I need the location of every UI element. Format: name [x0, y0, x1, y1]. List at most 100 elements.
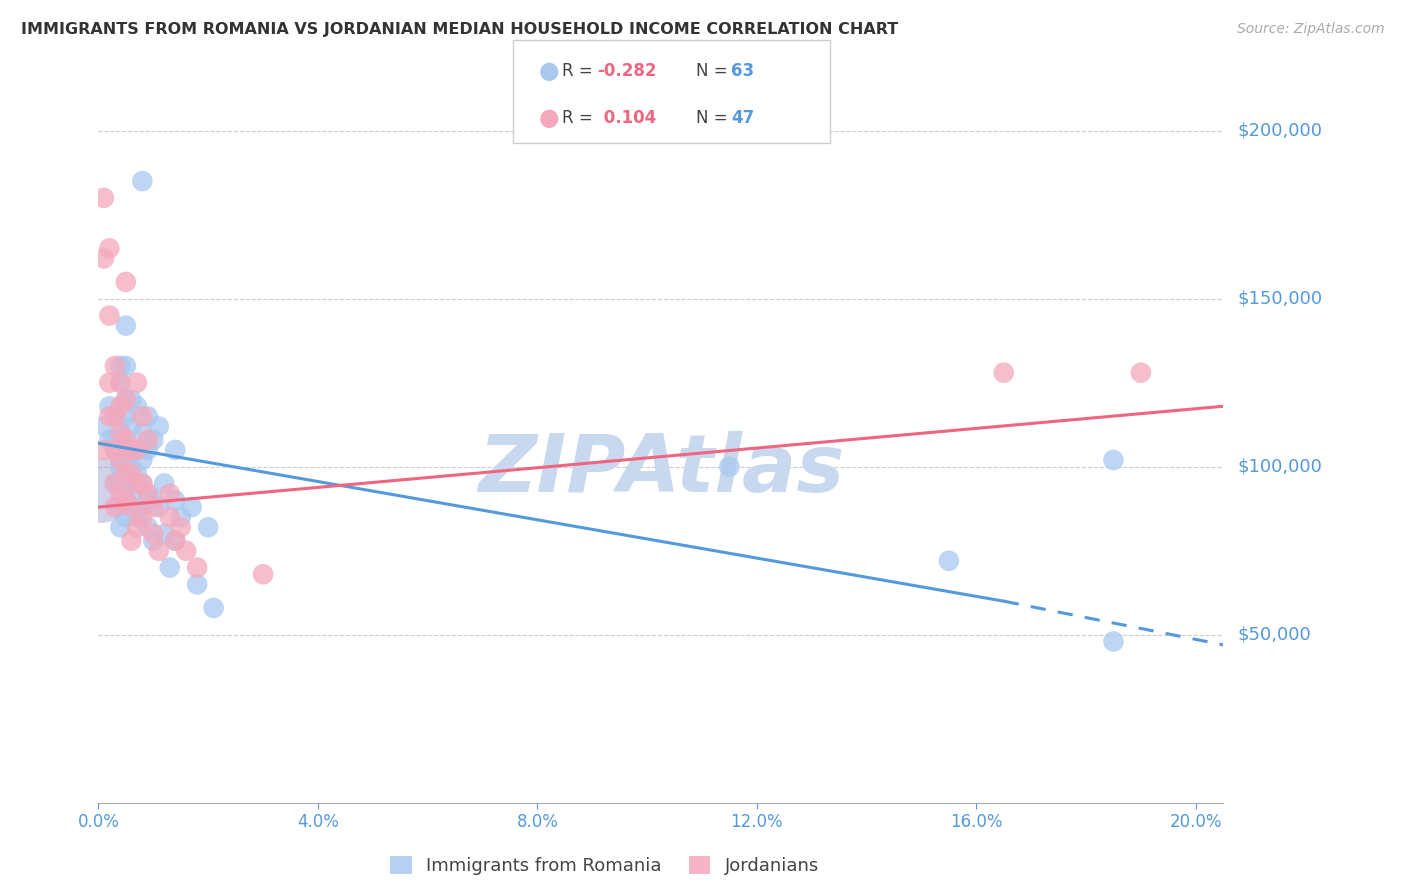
Point	[110, 376, 132, 390]
Point	[125, 442, 148, 457]
Point	[131, 426, 153, 441]
Point	[180, 500, 202, 514]
Point	[1129, 366, 1152, 380]
Text: ●: ●	[538, 105, 560, 129]
Point	[104, 409, 127, 424]
Point	[120, 442, 142, 457]
Point	[115, 510, 138, 524]
Point	[93, 191, 115, 205]
Point	[125, 467, 148, 481]
Point	[125, 510, 148, 524]
Text: 47: 47	[731, 109, 755, 127]
Text: IMMIGRANTS FROM ROMANIA VS JORDANIAN MEDIAN HOUSEHOLD INCOME CORRELATION CHART: IMMIGRANTS FROM ROMANIA VS JORDANIAN MED…	[21, 22, 898, 37]
Text: N =: N =	[696, 109, 727, 127]
Point	[125, 520, 148, 534]
Text: 63: 63	[731, 62, 754, 79]
Point	[148, 500, 170, 514]
Text: R =: R =	[562, 109, 593, 127]
Text: $150,000: $150,000	[1237, 290, 1322, 308]
Point	[115, 493, 138, 508]
Point	[110, 453, 132, 467]
Text: $100,000: $100,000	[1237, 458, 1322, 475]
Point	[136, 520, 159, 534]
Point	[110, 520, 132, 534]
Point	[159, 486, 181, 500]
Point	[104, 433, 127, 447]
Point	[136, 442, 159, 457]
Point	[115, 392, 138, 407]
Point	[131, 500, 153, 514]
Point	[131, 476, 153, 491]
Point	[131, 476, 153, 491]
Text: -0.282: -0.282	[598, 62, 657, 79]
Point	[93, 252, 115, 266]
Point	[98, 376, 121, 390]
Point	[98, 433, 121, 447]
Point	[148, 543, 170, 558]
Text: Source: ZipAtlas.com: Source: ZipAtlas.com	[1237, 22, 1385, 37]
Text: N =: N =	[696, 62, 727, 79]
Point	[110, 459, 132, 474]
Text: $50,000: $50,000	[1237, 626, 1310, 644]
Point	[136, 486, 159, 500]
Point	[202, 600, 225, 615]
Point	[104, 476, 127, 491]
Point	[142, 493, 165, 508]
Point	[252, 567, 274, 582]
Text: $200,000: $200,000	[1237, 121, 1322, 140]
Point	[153, 476, 176, 491]
Point	[110, 500, 132, 514]
Point	[125, 442, 148, 457]
Legend: Immigrants from Romania, Jordanians: Immigrants from Romania, Jordanians	[382, 848, 827, 882]
Point	[125, 476, 148, 491]
Point	[104, 359, 127, 373]
Point	[165, 493, 187, 508]
Point	[1102, 453, 1125, 467]
Text: 0.104: 0.104	[598, 109, 655, 127]
Point	[148, 419, 170, 434]
Point	[110, 359, 132, 373]
Point	[110, 426, 132, 441]
Point	[93, 419, 115, 434]
Point	[110, 426, 132, 441]
Point	[142, 533, 165, 548]
Point	[993, 366, 1015, 380]
Point	[1102, 634, 1125, 648]
Point	[120, 476, 142, 491]
Point	[120, 533, 142, 548]
Point	[186, 560, 208, 574]
Text: ZIPAtlas: ZIPAtlas	[478, 432, 844, 509]
Point	[110, 476, 132, 491]
Point	[165, 533, 187, 548]
Point	[115, 359, 138, 373]
Point	[90, 483, 112, 498]
Point	[120, 419, 142, 434]
Point	[174, 543, 197, 558]
Point	[120, 442, 142, 457]
Point	[159, 510, 181, 524]
Point	[142, 527, 165, 541]
Point	[115, 467, 138, 481]
Point	[104, 500, 127, 514]
Point	[170, 520, 193, 534]
Point	[159, 560, 181, 574]
Point	[186, 577, 208, 591]
Point	[104, 442, 127, 457]
Point	[131, 174, 153, 188]
Point	[142, 500, 165, 514]
Point	[98, 309, 121, 323]
Point	[142, 433, 165, 447]
Point	[120, 467, 142, 481]
Point	[125, 376, 148, 390]
Point	[115, 409, 138, 424]
Point	[125, 399, 148, 413]
Point	[136, 409, 159, 424]
Point	[197, 520, 219, 534]
Text: R =: R =	[562, 62, 593, 79]
Text: ●: ●	[538, 59, 560, 83]
Point	[115, 392, 138, 407]
Point	[110, 486, 132, 500]
Point	[115, 453, 138, 467]
Point	[93, 442, 115, 457]
Point	[98, 241, 121, 255]
